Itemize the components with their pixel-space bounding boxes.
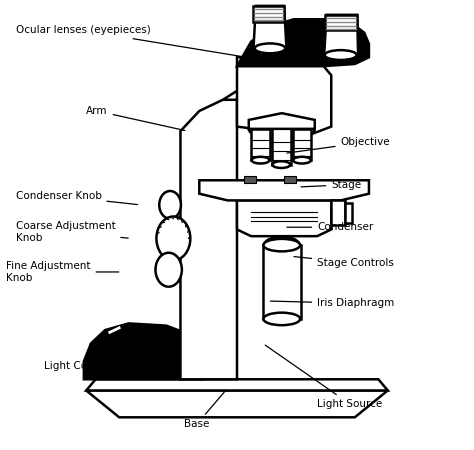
- Polygon shape: [199, 180, 369, 200]
- Polygon shape: [84, 324, 204, 379]
- Bar: [272, 128, 291, 165]
- Text: Condenser Knob: Condenser Knob: [16, 191, 137, 205]
- Ellipse shape: [264, 313, 300, 325]
- Ellipse shape: [271, 239, 293, 251]
- Polygon shape: [249, 113, 315, 129]
- Bar: [325, 15, 357, 31]
- Bar: [284, 176, 296, 183]
- Polygon shape: [86, 391, 388, 417]
- Text: Objective: Objective: [287, 137, 390, 153]
- Ellipse shape: [264, 239, 300, 252]
- Bar: [244, 176, 256, 183]
- Bar: [251, 129, 270, 160]
- Polygon shape: [324, 15, 358, 55]
- Polygon shape: [237, 19, 369, 66]
- Ellipse shape: [255, 44, 285, 53]
- Polygon shape: [86, 379, 388, 391]
- Text: Light Source: Light Source: [265, 345, 383, 409]
- Text: Ocular lenses (eyepieces): Ocular lenses (eyepieces): [16, 26, 244, 57]
- Ellipse shape: [264, 237, 300, 254]
- Text: Stage: Stage: [301, 180, 361, 190]
- Text: Arm: Arm: [86, 106, 185, 130]
- Ellipse shape: [293, 157, 311, 163]
- Text: Fine Adjustment
Knob: Fine Adjustment Knob: [6, 261, 119, 283]
- Text: Iris Diaphragm: Iris Diaphragm: [270, 298, 394, 308]
- Polygon shape: [181, 100, 237, 379]
- Text: Coarse Adjustment
Knob: Coarse Adjustment Knob: [16, 221, 128, 243]
- Polygon shape: [237, 200, 331, 236]
- Text: Light Control: Light Control: [44, 332, 128, 371]
- Ellipse shape: [155, 253, 182, 287]
- Bar: [254, 6, 284, 22]
- Polygon shape: [237, 57, 331, 135]
- Text: Condenser: Condenser: [287, 222, 374, 232]
- Polygon shape: [223, 57, 293, 100]
- Ellipse shape: [252, 157, 270, 163]
- Text: Stage Controls: Stage Controls: [294, 256, 394, 268]
- Ellipse shape: [249, 117, 315, 140]
- Bar: [292, 129, 311, 160]
- Bar: [263, 245, 301, 319]
- Ellipse shape: [156, 216, 191, 261]
- Ellipse shape: [159, 191, 181, 219]
- Bar: [346, 202, 353, 223]
- Polygon shape: [254, 6, 286, 48]
- Ellipse shape: [273, 161, 290, 168]
- Text: Base: Base: [184, 390, 226, 429]
- Bar: [331, 200, 346, 225]
- Ellipse shape: [325, 50, 357, 60]
